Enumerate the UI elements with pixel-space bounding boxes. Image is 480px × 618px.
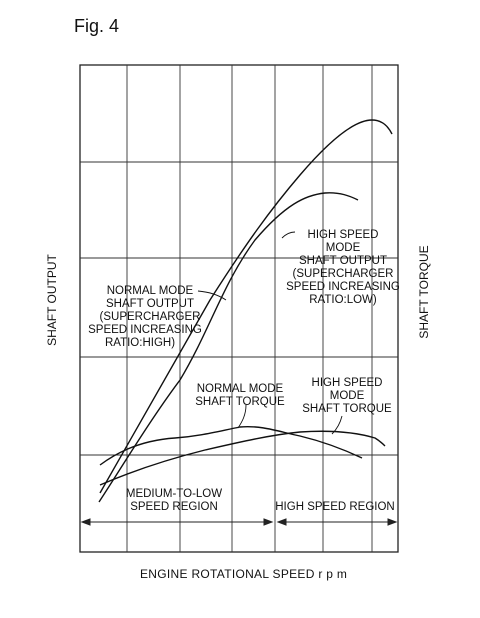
figure-title: Fig. 4 (74, 16, 120, 36)
label-line: HIGH SPEED REGION (275, 501, 395, 513)
high-speed-output-curve (99, 119, 393, 494)
high-speed-torque-curve (99, 430, 386, 486)
label-line: RATIO:LOW) (309, 294, 377, 306)
label-line: SHAFT OUTPUT (299, 255, 387, 267)
label-line: SPEED INCREASING (88, 324, 202, 336)
label-line: NORMAL MODE (197, 383, 284, 395)
normal-mode-output-curve (98, 192, 359, 503)
label-region-high: HIGH SPEED REGION (275, 501, 395, 513)
label-line: MODE (326, 242, 361, 254)
label-region-low: MEDIUM-TO-LOW SPEED REGION (126, 488, 222, 513)
horizontal-grid (80, 161, 398, 456)
label-line: MEDIUM-TO-LOW (126, 488, 222, 500)
label-line: (SUPERCHARGER (100, 311, 201, 323)
label-line: MODE (330, 390, 365, 402)
label-line: NORMAL MODE (107, 285, 194, 297)
label-line: SHAFT OUTPUT (106, 298, 194, 310)
vertical-grid (126, 65, 373, 552)
label-line: (SUPERCHARGER (293, 268, 394, 280)
normal-mode-torque-curve (99, 425, 363, 466)
label-high-output: HIGH SPEED MODE SHAFT OUTPUT (SUPERCHARG… (286, 229, 400, 306)
label-normal-torque: NORMAL MODE SHAFT TORQUE (195, 383, 285, 408)
label-line: RATIO:HIGH) (105, 337, 175, 349)
label-line: HIGH SPEED (308, 229, 379, 241)
label-line: SHAFT TORQUE (302, 403, 392, 415)
label-line: SHAFT TORQUE (195, 396, 285, 408)
leader-lines (197, 231, 343, 435)
label-normal-output: NORMAL MODE SHAFT OUTPUT (SUPERCHARGER S… (88, 285, 202, 349)
x-axis-label: ENGINE ROTATIONAL SPEED r p m (140, 567, 348, 581)
label-high-torque: HIGH SPEED MODE SHAFT TORQUE (302, 377, 392, 415)
label-line: SPEED INCREASING (286, 281, 400, 293)
plot-frame (79, 64, 399, 553)
region-arrows (80, 518, 398, 526)
label-line: SPEED REGION (130, 501, 218, 513)
label-line: HIGH SPEED (312, 377, 383, 389)
